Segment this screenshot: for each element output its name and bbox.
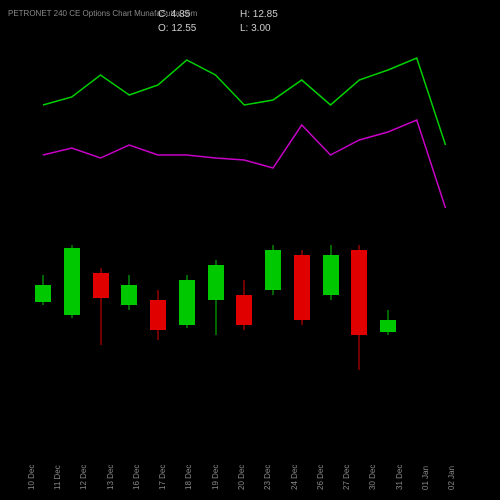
candle-body xyxy=(380,320,396,332)
open-value: O: 12.55 xyxy=(158,22,240,36)
candle-body xyxy=(323,255,339,295)
x-axis-label: 18 Dec xyxy=(184,465,193,490)
candle xyxy=(323,50,339,440)
x-axis-label: 23 Dec xyxy=(263,465,272,490)
candle-body xyxy=(179,280,195,325)
candle xyxy=(236,50,252,440)
x-axis-label: 17 Dec xyxy=(158,465,167,490)
candle-body xyxy=(351,250,367,335)
x-axis-label: 27 Dec xyxy=(342,465,351,490)
candle-body xyxy=(208,265,224,300)
candle xyxy=(121,50,137,440)
x-axis-label: 30 Dec xyxy=(368,465,377,490)
candle-body xyxy=(35,285,51,302)
x-axis-label: 19 Dec xyxy=(211,465,220,490)
low-value: L: 3.00 xyxy=(240,22,322,36)
candle-body xyxy=(64,248,80,315)
candle xyxy=(64,50,80,440)
x-axis-label: 11 Dec xyxy=(53,465,62,490)
x-axis-label: 12 Dec xyxy=(79,465,88,490)
high-value: H: 12.85 xyxy=(240,8,322,22)
x-axis-label: 31 Dec xyxy=(395,465,404,490)
x-axis-label: 10 Dec xyxy=(27,465,36,490)
chart-plot-area xyxy=(20,50,480,440)
x-axis-label: 01 Jan xyxy=(421,466,430,490)
candle xyxy=(265,50,281,440)
close-value: C: 4.85 xyxy=(158,8,240,22)
candle-body xyxy=(150,300,166,330)
candle xyxy=(380,50,396,440)
candle-body xyxy=(294,255,310,320)
candle xyxy=(35,50,51,440)
candle xyxy=(93,50,109,440)
candle xyxy=(179,50,195,440)
x-axis-label: 20 Dec xyxy=(237,465,246,490)
candle xyxy=(294,50,310,440)
x-axis-label: 26 Dec xyxy=(316,465,325,490)
candle-body xyxy=(236,295,252,325)
candle-body xyxy=(265,250,281,290)
candle xyxy=(351,50,367,440)
x-axis-label: 24 Dec xyxy=(290,465,299,490)
ohlc-info: C: 4.85 H: 12.85 O: 12.55 L: 3.00 xyxy=(158,8,322,36)
candle xyxy=(150,50,166,440)
x-axis-label: 16 Dec xyxy=(132,465,141,490)
x-axis-label: 13 Dec xyxy=(106,465,115,490)
candle-body xyxy=(93,273,109,298)
candle-body xyxy=(121,285,137,305)
candle xyxy=(208,50,224,440)
x-axis: 10 Dec 11 Dec 12 Dec 13 Dec 16 Dec 17 Dec 18 D… xyxy=(20,440,480,490)
x-axis-label: 02 Jan xyxy=(447,466,456,490)
